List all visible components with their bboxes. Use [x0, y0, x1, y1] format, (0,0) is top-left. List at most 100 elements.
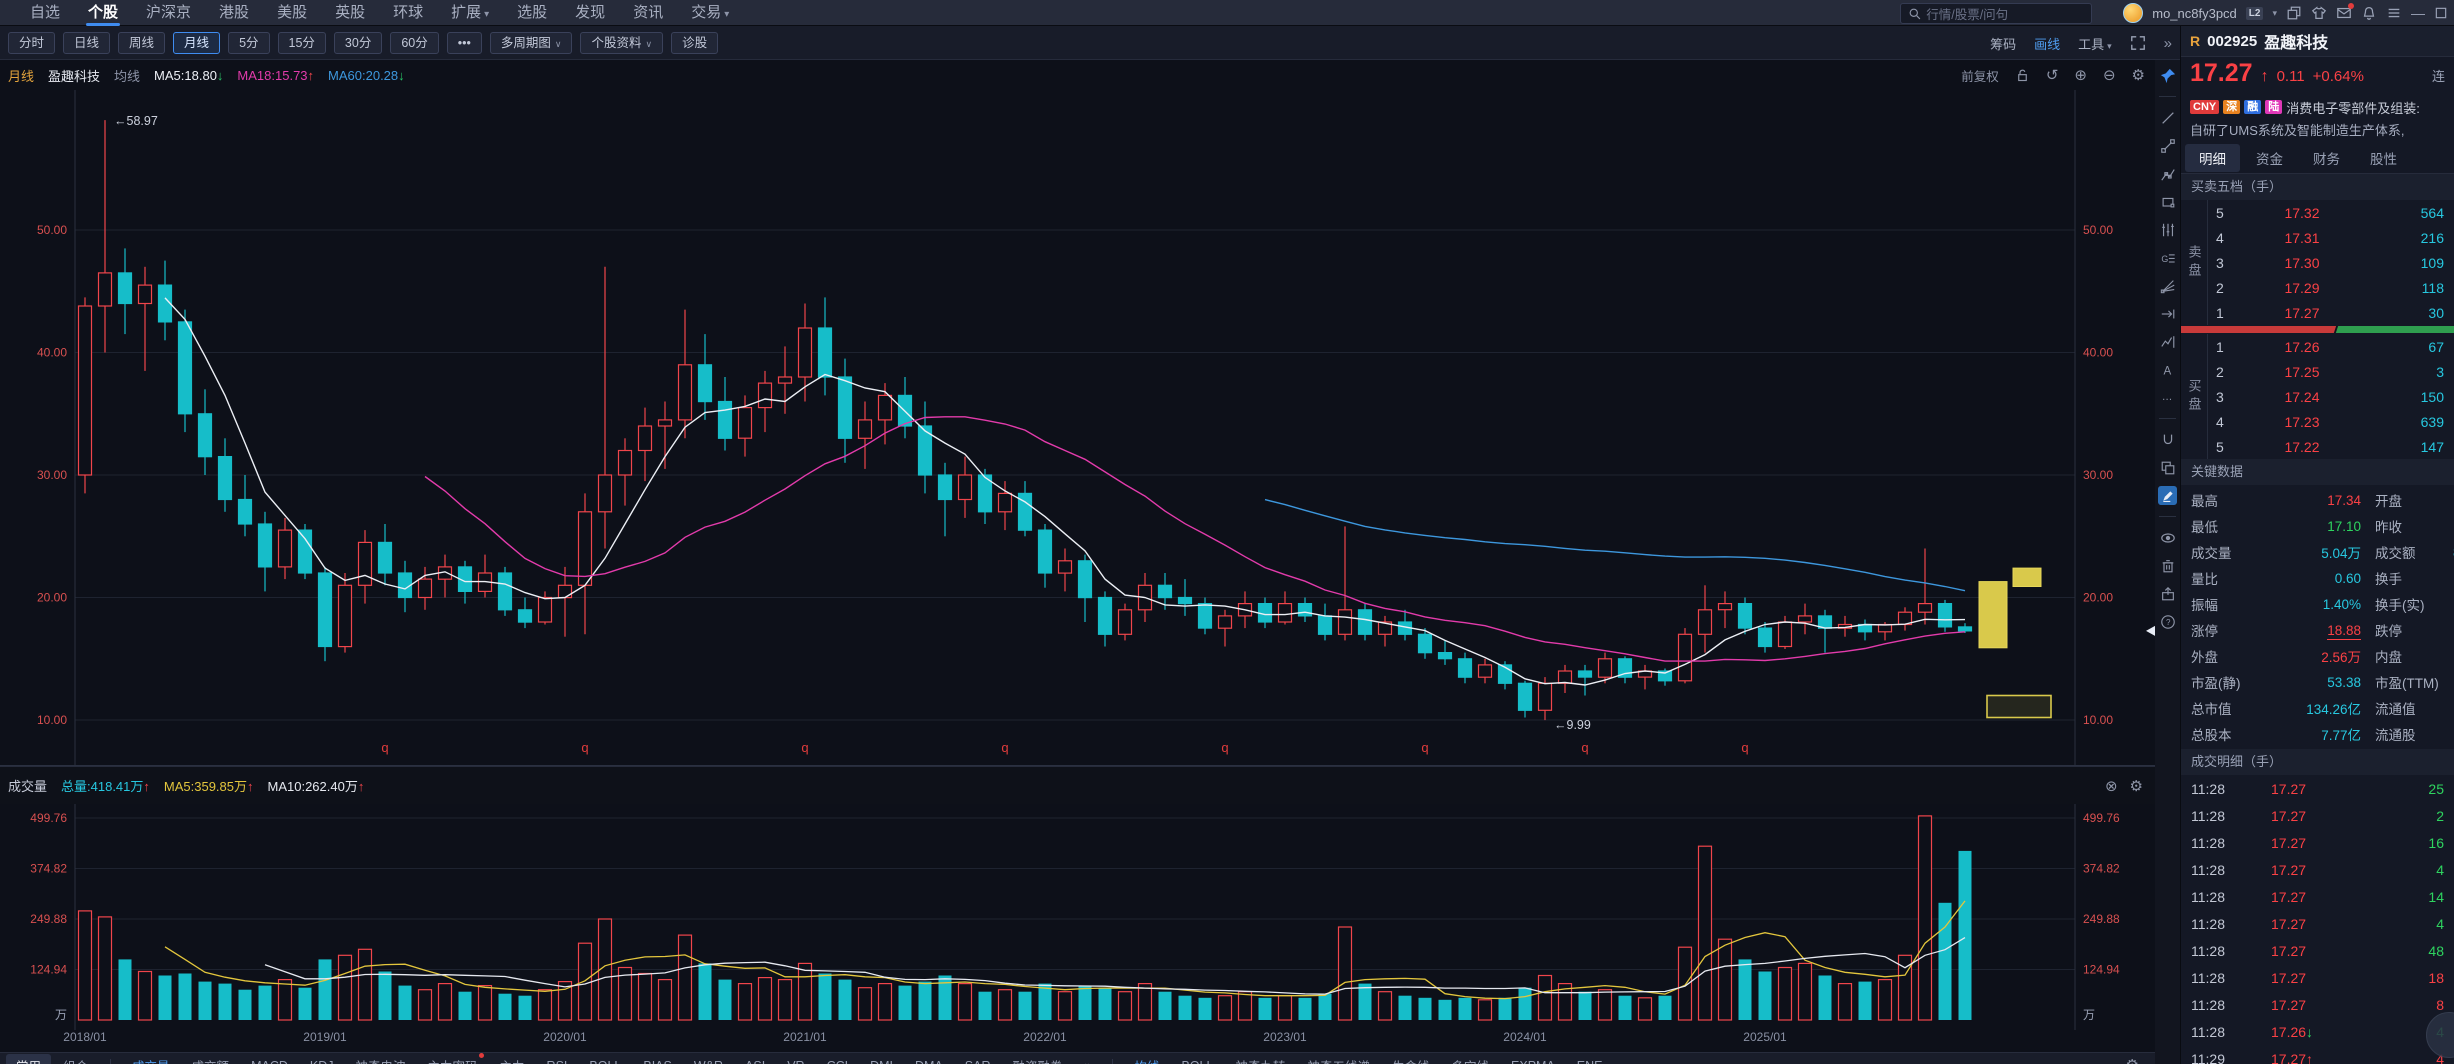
- overlay-item-生命线[interactable]: 生命线: [1392, 1056, 1430, 1064]
- indicator-item-主力[interactable]: 主力: [500, 1056, 525, 1064]
- indicator-item-成交额[interactable]: 成交额: [192, 1056, 230, 1064]
- quote-level-row[interactable]: 3 17.30 109: [2208, 250, 2454, 275]
- period-button-0[interactable]: 分时: [8, 31, 56, 54]
- indicator-item-主力密码[interactable]: 主力密码: [428, 1053, 484, 1064]
- quote-level-row[interactable]: 1 17.27 30: [2208, 300, 2454, 325]
- trash-tool-icon[interactable]: [2158, 556, 2177, 575]
- chips-button[interactable]: 筹码: [1990, 36, 2017, 52]
- nav-item-3[interactable]: 港股: [219, 3, 250, 21]
- collapse-panel-icon[interactable]: »: [2163, 34, 2172, 52]
- period-button-4[interactable]: 5分: [228, 31, 270, 54]
- close-indicator-icon[interactable]: ⊗: [2104, 777, 2118, 795]
- gann-tool-icon[interactable]: G: [2158, 248, 2177, 267]
- indicator-item-神奇电波[interactable]: 神奇电波: [356, 1056, 406, 1064]
- quote-level-row[interactable]: 1 17.26 67: [2208, 334, 2454, 359]
- trade-detail-list[interactable]: 11:28 17.27 25 11:28 17.27 2 11:28 17.27 16 11:28…: [2181, 775, 2454, 1064]
- indicator-item-SAR[interactable]: SAR: [965, 1059, 991, 1064]
- restore-window-icon[interactable]: [2286, 5, 2302, 21]
- account-caret-icon[interactable]: ▾: [2272, 7, 2277, 18]
- nav-item-5[interactable]: 英股: [335, 3, 366, 21]
- search-box[interactable]: 行情/股票/问句: [1900, 2, 2093, 24]
- quote-level-row[interactable]: 5 17.32 564: [2208, 200, 2454, 225]
- overlay-item-神奇九转[interactable]: 神奇九转: [1235, 1056, 1285, 1064]
- menu-list-icon[interactable]: [2386, 5, 2402, 21]
- indicator-item-ASI[interactable]: ASI: [745, 1059, 765, 1064]
- pin-icon[interactable]: [2158, 66, 2177, 85]
- indicator-item-VR[interactable]: VR: [787, 1059, 804, 1064]
- bell-icon[interactable]: [2361, 5, 2377, 21]
- period-button-3[interactable]: 月线: [173, 31, 221, 54]
- username[interactable]: mo_nc8fy3pcd: [2152, 5, 2237, 21]
- indicator-item-»[interactable]: »: [1085, 1059, 1092, 1064]
- panel-tab-股性[interactable]: 股性: [2370, 152, 2397, 167]
- draw-button[interactable]: 画线: [2034, 36, 2061, 52]
- fullscreen-icon[interactable]: [2130, 35, 2146, 51]
- period-button-7[interactable]: 60分: [390, 31, 439, 54]
- nav-item-11[interactable]: 交易 ▾: [691, 3, 730, 21]
- minimize-button[interactable]: —: [2411, 5, 2425, 21]
- indicator-item-DMA[interactable]: DMA: [915, 1059, 943, 1064]
- adjust-mode-label[interactable]: 前复权: [1961, 69, 1999, 84]
- volume-chart[interactable]: 499.76 499.76 374.82 374.82 249.88 249.88 124.…: [0, 804, 2155, 1030]
- quote-level-row[interactable]: 2 17.29 118: [2208, 275, 2454, 300]
- text-tool-icon[interactable]: A: [2158, 360, 2177, 379]
- nav-item-2[interactable]: 沪深京: [146, 3, 192, 21]
- rect-tool-icon[interactable]: [2158, 192, 2177, 211]
- indicator-item-RSI[interactable]: RSI: [547, 1059, 568, 1064]
- undo-icon[interactable]: ↺: [2045, 66, 2059, 84]
- chart-settings-icon[interactable]: ⚙: [2131, 66, 2145, 84]
- magnet-tool-icon[interactable]: [2158, 430, 2177, 449]
- period-button-11[interactable]: 诊股: [671, 31, 719, 54]
- quote-level-row[interactable]: 4 17.31 216: [2208, 225, 2454, 250]
- nav-item-0[interactable]: 自选: [30, 3, 61, 21]
- segment-tool-icon[interactable]: [2158, 136, 2177, 155]
- indicator-item-成交量[interactable]: 成交量: [132, 1056, 170, 1064]
- period-button-5[interactable]: 15分: [277, 31, 326, 54]
- period-button-2[interactable]: 周线: [118, 31, 166, 54]
- eye-tool-icon[interactable]: [2158, 528, 2177, 547]
- nav-item-10[interactable]: 资讯: [633, 3, 664, 21]
- fan-lines-tool-icon[interactable]: [2158, 276, 2177, 295]
- maximize-button[interactable]: [2434, 6, 2448, 20]
- sliders-tool-icon[interactable]: [2158, 220, 2177, 239]
- ma-settings-label[interactable]: 均线: [114, 68, 141, 84]
- chart-period-label[interactable]: 月线: [8, 68, 35, 84]
- pencil-tool-icon[interactable]: [2158, 486, 2177, 505]
- period-button-9[interactable]: 多周期图 ∨: [489, 31, 573, 54]
- indicator-tab-1[interactable]: 组合: [53, 1054, 98, 1064]
- nav-item-4[interactable]: 美股: [277, 3, 308, 21]
- period-button-8[interactable]: •••: [446, 31, 482, 54]
- indicator-tab-0[interactable]: 常用: [6, 1054, 52, 1064]
- overlay-item-均线[interactable]: 均线: [1134, 1056, 1159, 1064]
- wave-tool-icon[interactable]: [2158, 332, 2177, 351]
- indicator-item-BOLL[interactable]: BOLL: [589, 1059, 621, 1064]
- line-tool-icon[interactable]: [2158, 108, 2177, 127]
- zoom-out-icon[interactable]: ⊖: [2102, 66, 2116, 84]
- polyline-tool-icon[interactable]: [2158, 164, 2177, 183]
- panel-tab-明细[interactable]: 明细: [2185, 144, 2240, 172]
- panel-tab-财务[interactable]: 财务: [2313, 152, 2340, 167]
- avatar[interactable]: [2123, 3, 2144, 23]
- nav-item-8[interactable]: 选股: [517, 3, 548, 21]
- nav-item-9[interactable]: 发现: [575, 3, 606, 21]
- tools-button[interactable]: 工具 ▾: [2078, 36, 2112, 52]
- indicator-item-融资融券[interactable]: 融资融券: [1013, 1056, 1063, 1064]
- industry-label[interactable]: 消费电子零部件及组装:: [2286, 100, 2420, 116]
- indicator-item-BIAS[interactable]: BIAS: [643, 1059, 672, 1064]
- nav-item-1[interactable]: 个股: [74, 0, 132, 26]
- period-button-6[interactable]: 30分: [333, 31, 383, 54]
- period-button-10[interactable]: 个股资料 ∨: [580, 31, 664, 54]
- indicator-bar-settings-icon[interactable]: ⚙: [2126, 1058, 2139, 1064]
- quote-level-row[interactable]: 4 17.23 639: [2208, 409, 2454, 434]
- panel-tab-资金[interactable]: 资金: [2256, 152, 2283, 167]
- theme-shirt-icon[interactable]: [2311, 5, 2327, 21]
- indicator-item-DMI[interactable]: DMI: [870, 1059, 893, 1064]
- overlay-item-BOLL[interactable]: BOLL: [1181, 1059, 1213, 1064]
- indicator-item-CCI[interactable]: CCI: [827, 1059, 849, 1064]
- overlay-item-ENE[interactable]: ENE: [1577, 1059, 1603, 1064]
- indicator-item-W&R[interactable]: W&R: [694, 1059, 723, 1064]
- overlay-item-神奇五线谱[interactable]: 神奇五线谱: [1307, 1056, 1370, 1064]
- indicator-item-KDJ[interactable]: KDJ: [310, 1059, 334, 1064]
- export-tool-icon[interactable]: [2158, 584, 2177, 603]
- volume-pane-title[interactable]: 成交量: [8, 779, 48, 794]
